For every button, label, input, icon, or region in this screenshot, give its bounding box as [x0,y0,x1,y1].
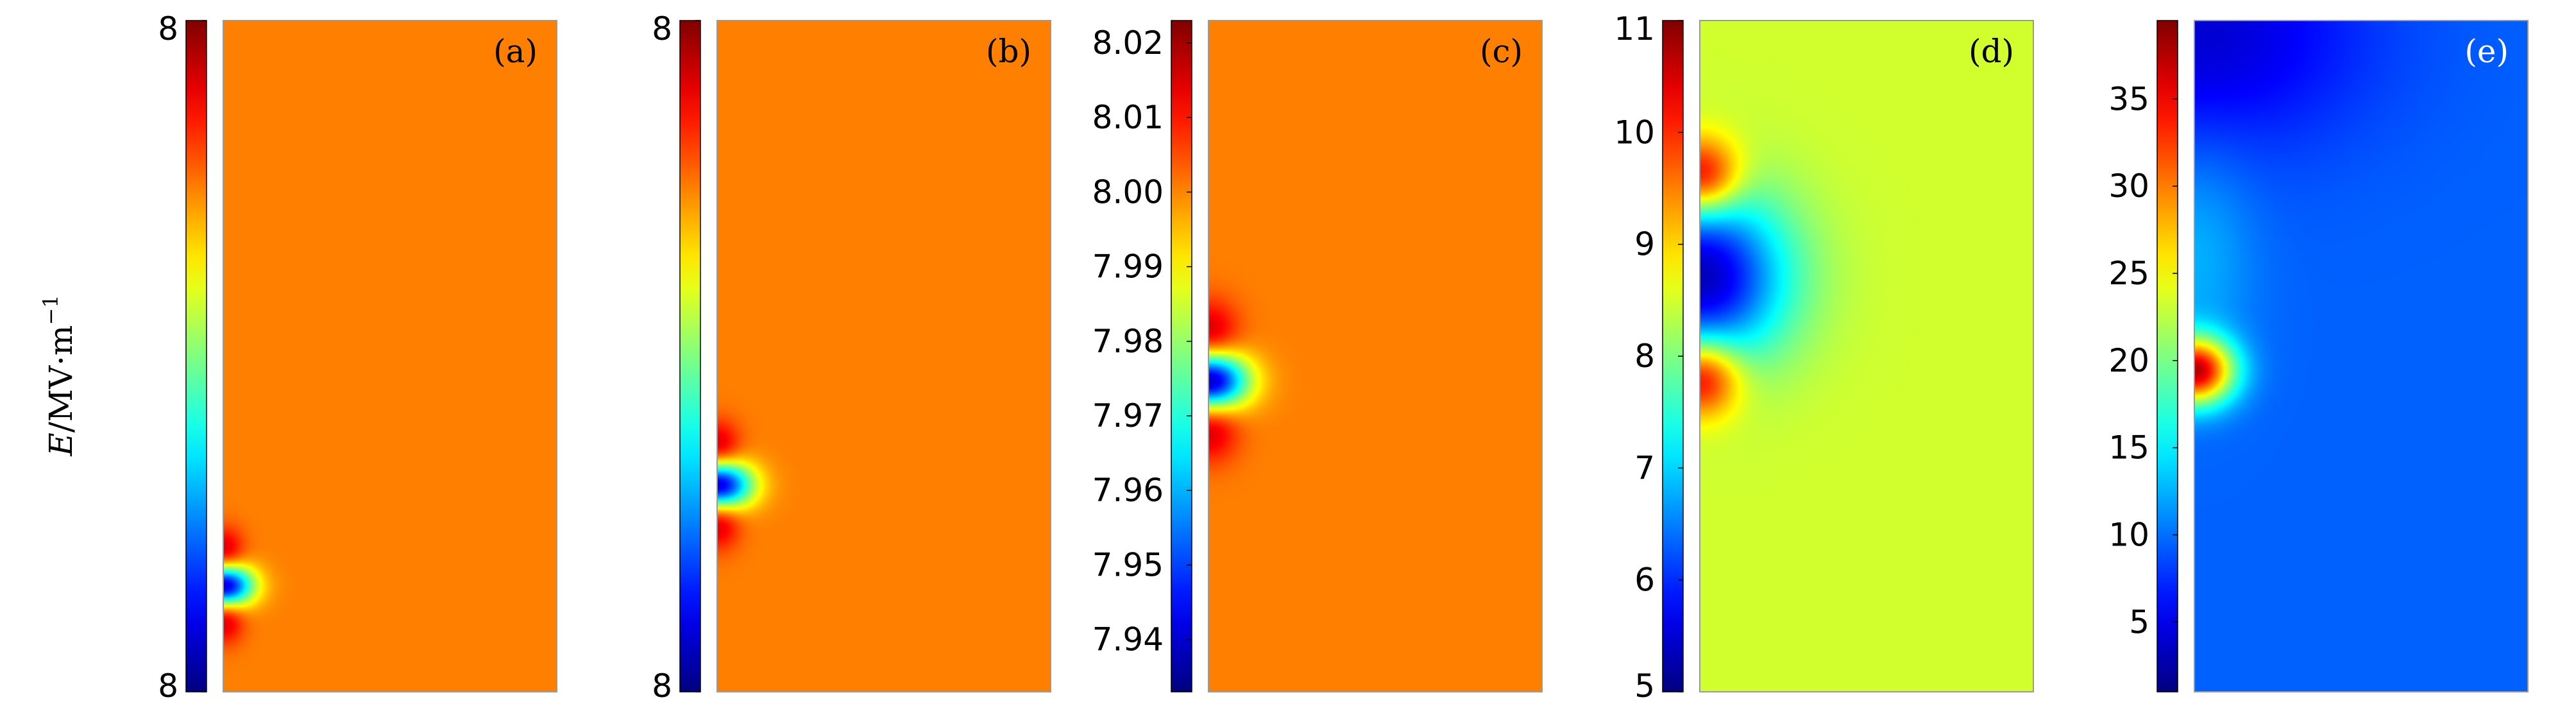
colorbar-tick-label-5-2: 15 [2108,429,2149,467]
colorbar-tick-label-4-1: 6 [1634,562,1655,599]
panel-label-5: (e) [2464,33,2509,70]
panel-label-4: (d) [1969,33,2014,70]
panel-label-3: (c) [1480,33,1523,70]
colorbar-tick-label-2-1: 8 [652,10,672,47]
colorbar-tick-label-3-8: 8.02 [1092,24,1164,62]
colorbar-tick-label-5-1: 10 [2108,516,2149,553]
colorbar-tick-label-3-1: 7.95 [1092,546,1164,583]
heatmap-frame-1 [223,20,557,692]
heatmap-field-2 [717,21,1051,692]
colorbar-tick-label-3-4: 7.98 [1092,323,1164,360]
colorbar-tick-label-3-2: 7.96 [1092,472,1164,509]
colorbar-tick-label-1-1: 8 [158,10,178,47]
heatmap-field-3 [1208,21,1542,692]
colorbar-5 [2157,20,2178,692]
colorbar-tick-label-4-3: 8 [1634,338,1655,375]
colorbar-tick-label-4-5: 10 [1614,114,1655,151]
heatmap-field-5 [2194,21,2528,692]
panel-label-1: (a) [493,33,538,70]
heatmap-field-1 [223,21,557,692]
colorbar-3 [1171,20,1192,692]
heatmap-field-4 [1700,21,2033,692]
colorbar-tick-label-4-4: 9 [1634,226,1655,263]
colorbar-tick-label-5-3: 20 [2108,342,2149,379]
colorbar-tick-label-3-3: 7.97 [1092,397,1164,434]
colorbar-tick-label-3-5: 7.99 [1092,248,1164,286]
colorbar-tick-label-1-0: 8 [158,667,178,705]
colorbar-tick-label-4-6: 11 [1614,10,1655,47]
panel-label-2: (b) [986,33,1031,70]
colorbar-tick-label-4-2: 7 [1634,449,1655,486]
colorbar-2 [679,20,701,692]
heatmap-frame-4 [1699,20,2034,692]
heatmap-frame-5 [2194,20,2529,692]
colorbar-tick-label-5-6: 35 [2108,80,2149,117]
colorbar-tick-label-5-0: 5 [2129,603,2149,640]
colorbar-tick-label-3-6: 8.00 [1092,173,1164,210]
colorbar-tick-label-3-7: 8.01 [1092,99,1164,136]
colorbar-tick-label-5-4: 25 [2108,255,2149,292]
heatmap-frame-3 [1208,20,1543,692]
colorbar-tick-label-2-0: 8 [652,667,672,705]
colorbar-tick-label-3-0: 7.94 [1092,621,1164,658]
heatmap-frame-2 [716,20,1051,692]
colorbar-tick-label-4-0: 5 [1634,667,1655,705]
colorbar-tick-label-5-5: 30 [2108,168,2149,205]
colorbar-1 [185,20,207,692]
